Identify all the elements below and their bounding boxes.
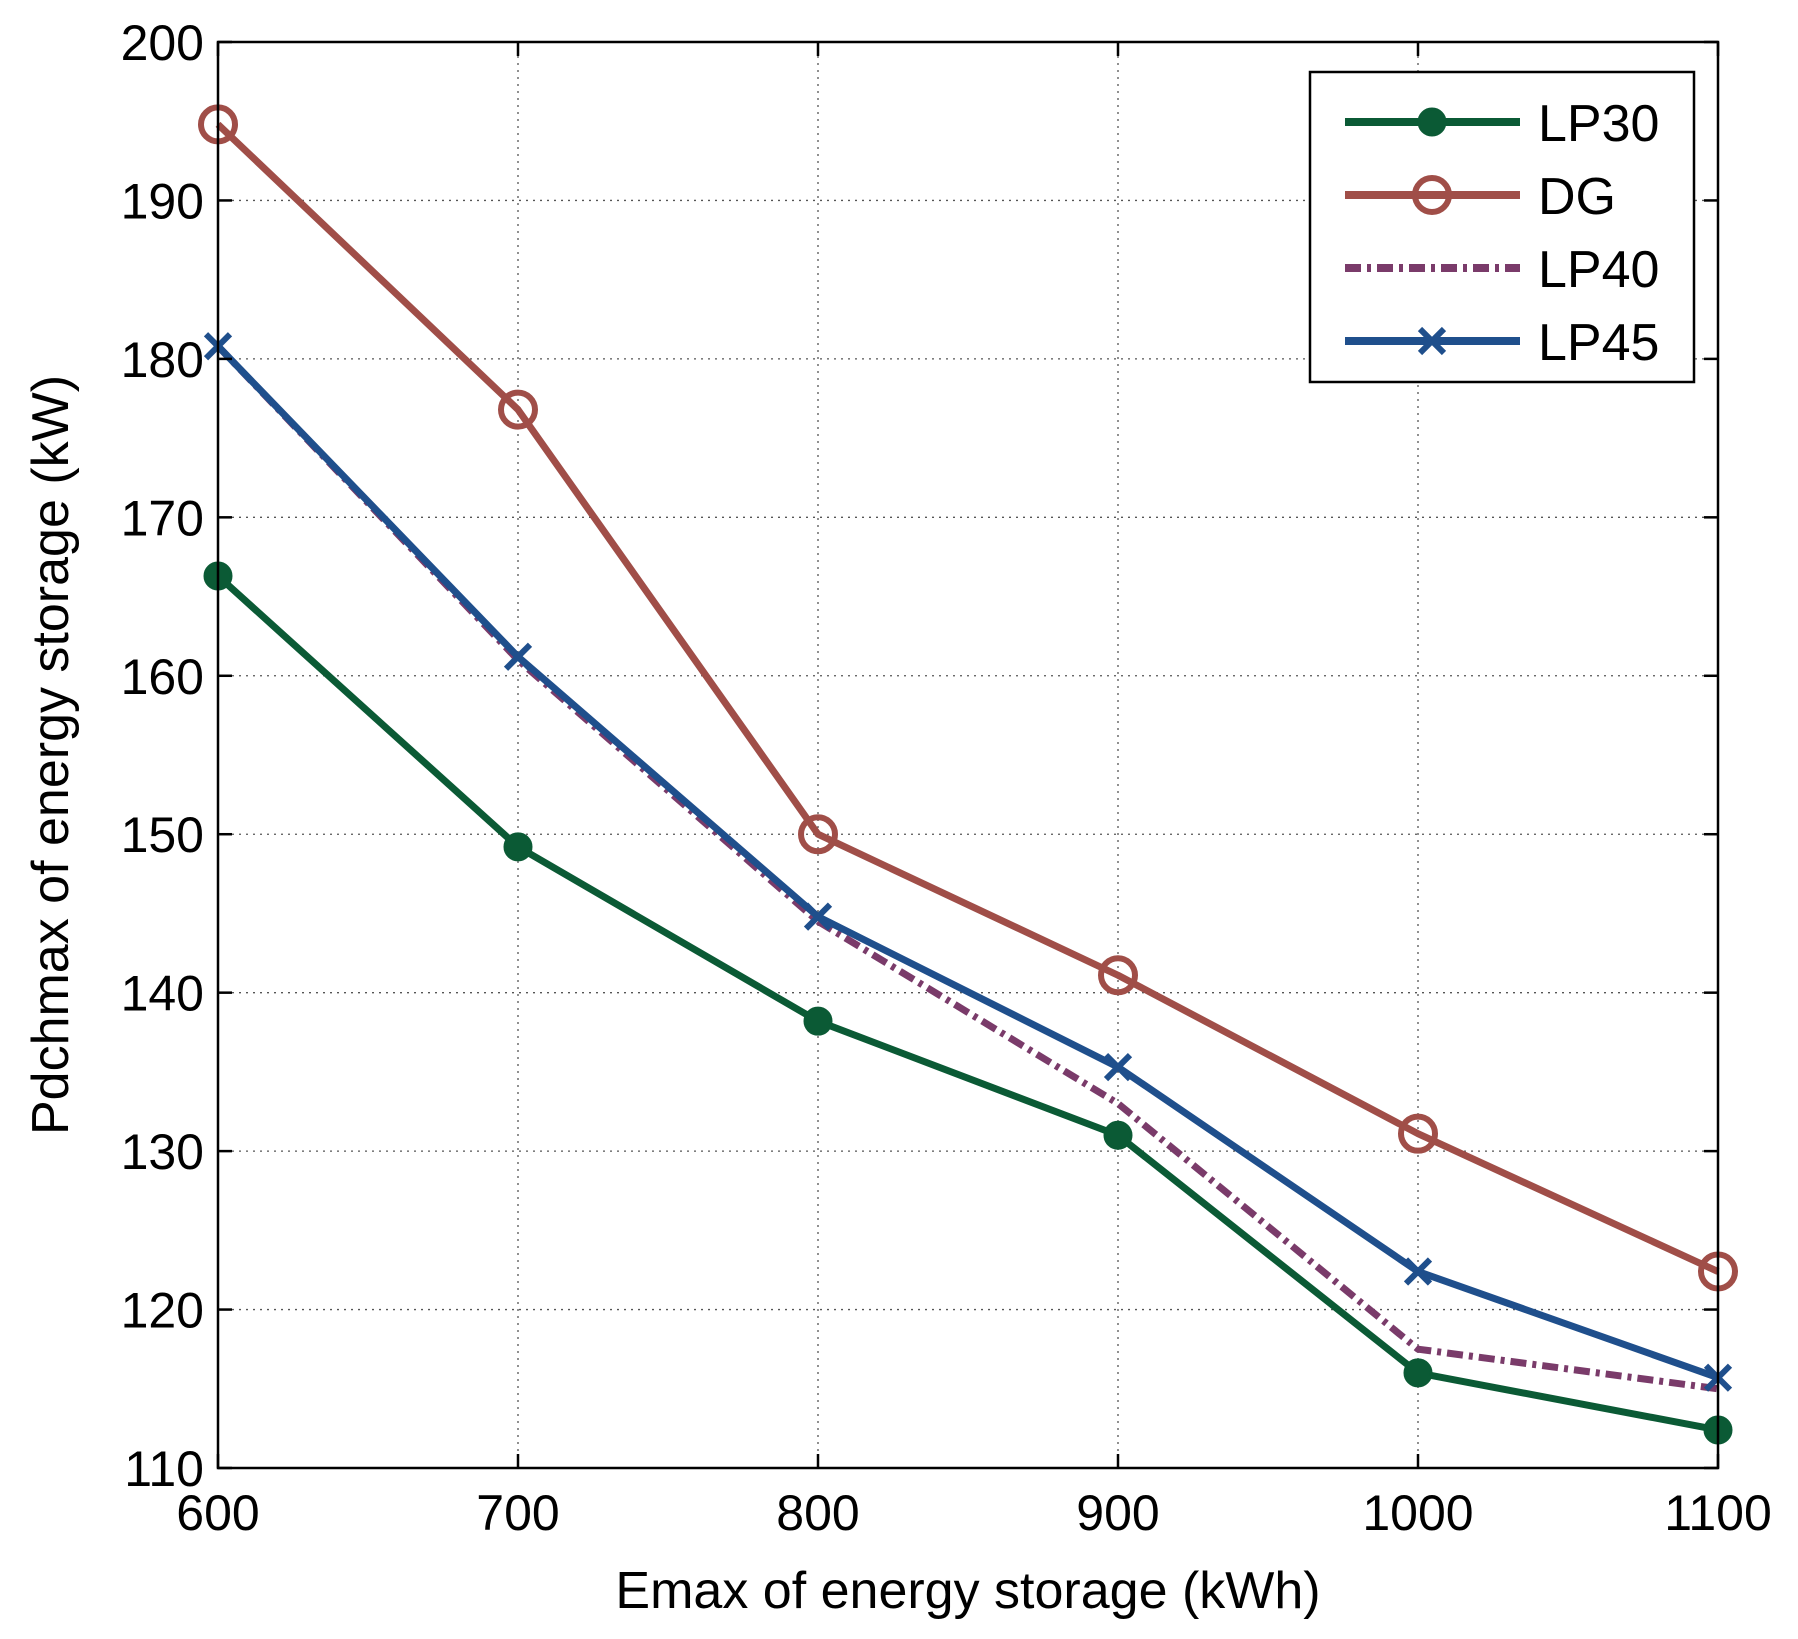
y-tick-label: 160	[121, 649, 204, 705]
y-axis-title: Pdchmax of energy storage (kW)	[22, 375, 80, 1135]
legend-item-lp30: LP30	[1345, 95, 1659, 153]
legend-label: LP45	[1538, 314, 1659, 372]
y-tick-label: 180	[121, 332, 204, 388]
x-tick-label: 1100	[1664, 1485, 1772, 1541]
y-tick-label: 120	[121, 1283, 204, 1339]
series-line-lp45	[215, 343, 1720, 1381]
data-point-dg	[1398, 1113, 1438, 1154]
x-tick-label: 700	[476, 1485, 559, 1541]
legend-marker	[1412, 175, 1452, 215]
axis-ticks: 600 700 800 900 1000 1100 110 120 130 140 150 160 17…	[121, 15, 1772, 1541]
legend-item-lp40: LP40	[1345, 241, 1659, 299]
plot-area-frame	[216, 40, 1720, 1470]
data-point-dg	[798, 814, 838, 855]
y-tick-label: 140	[121, 966, 204, 1022]
legend-label: LP30	[1538, 95, 1659, 153]
x-tick-label: 800	[776, 1485, 859, 1541]
legend-marker	[1417, 326, 1447, 356]
legend-marker	[1417, 107, 1447, 137]
x-tick-label: 1000	[1362, 1485, 1473, 1541]
legend-label: LP40	[1538, 241, 1659, 299]
y-tick-label: 150	[121, 807, 204, 863]
y-tick-label: 110	[124, 1441, 204, 1497]
data-point-lp45	[503, 642, 533, 671]
data-point-dg	[498, 389, 538, 430]
data-point-lp30	[503, 832, 533, 862]
y-tick-label: 130	[121, 1124, 204, 1180]
legend-item-dg: DG	[1345, 168, 1616, 226]
data-point-lp30	[803, 1006, 833, 1036]
data-point-lp45	[1403, 1257, 1433, 1286]
series-line-lp30	[215, 573, 1719, 1434]
legend: LP30 DG LP40 LP45	[1308, 70, 1696, 384]
data-series	[198, 104, 1738, 1445]
x-tick-label: 900	[1076, 1485, 1159, 1541]
data-point-lp45	[1103, 1053, 1133, 1082]
data-point-lp30	[1403, 1358, 1433, 1388]
x-axis-title: Emax of energy storage (kWh)	[615, 1562, 1320, 1620]
data-point-dg	[1098, 955, 1138, 996]
data-point-lp45	[803, 902, 833, 931]
y-tick-label: 190	[121, 173, 204, 229]
y-tick-label: 200	[121, 15, 204, 71]
y-tick-label: 170	[121, 490, 204, 546]
series-line-dg	[215, 121, 1720, 1275]
legend-item-lp45: LP45	[1345, 314, 1659, 372]
data-point-lp30	[1103, 1120, 1133, 1150]
x-tick-label: 600	[176, 1485, 259, 1541]
legend-label: DG	[1538, 168, 1616, 226]
